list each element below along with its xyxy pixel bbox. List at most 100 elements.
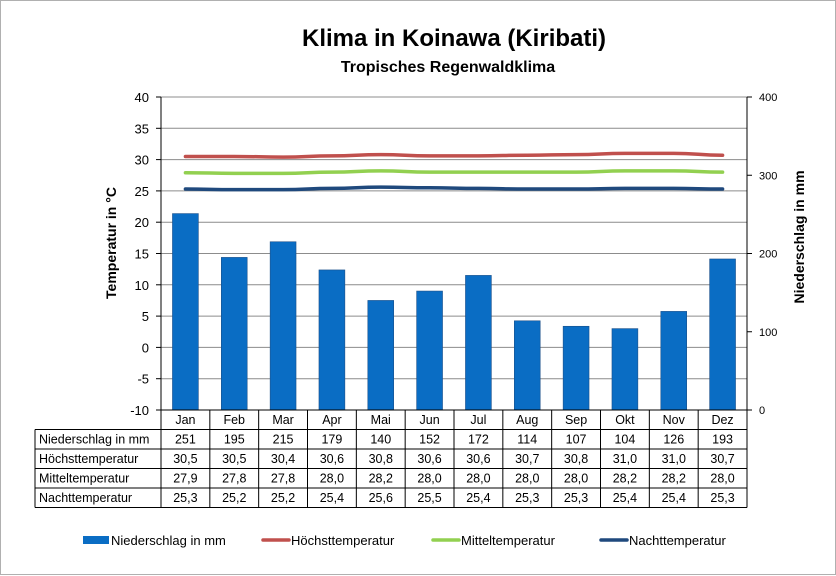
table-cell: 25,3	[515, 491, 539, 505]
table-cell: 251	[175, 433, 196, 447]
table-cell: 25,2	[271, 491, 295, 505]
bar-mai	[367, 300, 394, 411]
x-tick-label: Nov	[663, 413, 686, 427]
y-right-tick-label: 200	[759, 249, 777, 261]
table-cell: 25,2	[222, 491, 246, 505]
table-cell: 140	[370, 433, 391, 447]
y-right-tick-label: 0	[759, 405, 765, 417]
axes: 40 35 30 25 20 15 10 5 0 -5 -10 400 300 200 100 0	[130, 90, 777, 418]
table-cell: 25,6	[369, 491, 393, 505]
table-cell: 25,4	[320, 491, 344, 505]
table-cell: 31,0	[613, 452, 637, 466]
table-cell: 28,0	[466, 472, 490, 486]
table-cell: 30,6	[320, 452, 344, 466]
table-cell: 28,0	[710, 472, 734, 486]
y-left-tick-label: 15	[135, 247, 149, 262]
y-left-tick-label: 40	[135, 90, 149, 105]
table-cell: 25,4	[466, 491, 490, 505]
y-right-tick-label: 100	[759, 327, 777, 339]
table-cell: 27,9	[173, 472, 197, 486]
bar-jul	[465, 275, 492, 411]
bar-mar	[269, 241, 297, 411]
legend-label: Niederschlag in mm	[111, 533, 226, 548]
line-mitteltemperatur	[183, 169, 725, 176]
table-cell: 28,0	[417, 472, 441, 486]
y-left-tick-label: 25	[135, 184, 149, 199]
x-tick-label: Sep	[565, 413, 587, 427]
y-left-tick-label: 20	[135, 215, 149, 230]
table-cell: 25,3	[564, 491, 588, 505]
table-cell: 179	[321, 433, 342, 447]
bar-sep	[562, 325, 590, 411]
table-cell: 28,0	[515, 472, 539, 486]
table-cell: 126	[663, 433, 684, 447]
table-cell: 104	[614, 433, 635, 447]
table-cell: 152	[419, 433, 440, 447]
table-cell: 107	[566, 433, 587, 447]
table-cell: 30,8	[369, 452, 393, 466]
y-right-tick-label: 300	[759, 170, 777, 182]
table-cell: 30,5	[173, 452, 197, 466]
table-cell: 195	[224, 433, 245, 447]
table-cell: 30,7	[515, 452, 539, 466]
legend-label: Mitteltemperatur	[461, 533, 556, 548]
bar-feb	[221, 257, 248, 411]
line-nachttemperatur	[183, 185, 725, 192]
table-cell: 25,3	[710, 491, 734, 505]
table-row-label: Nachttemperatur	[39, 491, 132, 505]
y-left-tick-label: 35	[135, 121, 149, 136]
legend-label: Nachttemperatur	[629, 533, 726, 548]
data-table: Jan Feb Mar Apr Mai Jun Jul Aug Sep Okt Nov Dez Nied…	[34, 409, 748, 508]
table-cell: 27,8	[222, 472, 246, 486]
table-row-label: Mitteltemperatur	[39, 472, 129, 486]
table-cell: 30,6	[417, 452, 441, 466]
table-cell: 172	[468, 433, 489, 447]
table-cell: 25,3	[173, 491, 197, 505]
table-row-label: Höchsttemperatur	[39, 452, 138, 466]
table-cell: 28,2	[662, 472, 686, 486]
x-tick-label: Okt	[615, 413, 635, 427]
table-cell: 30,4	[271, 452, 295, 466]
table-row-label: Niederschlag in mm	[39, 433, 149, 447]
bar-nov	[660, 311, 687, 411]
y-left-tick-label: 0	[142, 340, 149, 355]
table-cell: 30,7	[710, 452, 734, 466]
x-tick-label: Mar	[272, 413, 294, 427]
precipitation-bars	[172, 213, 736, 411]
bar-dez	[709, 258, 736, 411]
table-cell: 28,2	[369, 472, 393, 486]
table-cell: 114	[517, 433, 537, 447]
table-cell: 25,4	[613, 491, 637, 505]
legend-label: Höchsttemperatur	[291, 533, 395, 548]
table-cell: 30,6	[466, 452, 490, 466]
chart-subtitle: Tropisches Regenwaldklima	[341, 59, 555, 76]
table-cell: 30,5	[222, 452, 246, 466]
x-tick-label: Feb	[223, 413, 245, 427]
table-cell: 30,8	[564, 452, 588, 466]
gridlines	[161, 96, 747, 411]
legend: Niederschlag in mm Höchsttemperatur Mittel…	[83, 533, 726, 548]
x-tick-label: Dez	[711, 413, 733, 427]
table-cell: 215	[273, 433, 294, 447]
bar-jun	[416, 290, 443, 411]
y-left-tick-label: -10	[130, 403, 149, 418]
y-left-tick-label: 5	[142, 309, 149, 324]
table-cell: 28,2	[613, 472, 637, 486]
table-cell: 25,4	[662, 491, 686, 505]
table-cell: 31,0	[662, 452, 686, 466]
table-cell: 27,8	[271, 472, 295, 486]
x-tick-label: Jul	[470, 413, 486, 427]
temperature-lines	[183, 151, 725, 192]
y-left-tick-label: -5	[137, 372, 149, 387]
y-axis-right-title: Niederschlag in mm	[791, 170, 807, 303]
bar-aug	[514, 320, 541, 411]
line-höchsttemperatur	[183, 151, 725, 159]
y-axis-left-title: Temperatur in °C	[103, 187, 119, 299]
bar-apr	[318, 269, 346, 411]
table-cell: 28,0	[320, 472, 344, 486]
x-tick-label: Jun	[420, 413, 440, 427]
table-cell: 193	[712, 433, 733, 447]
x-tick-label: Mai	[371, 413, 391, 427]
x-tick-label: Aug	[516, 413, 538, 427]
